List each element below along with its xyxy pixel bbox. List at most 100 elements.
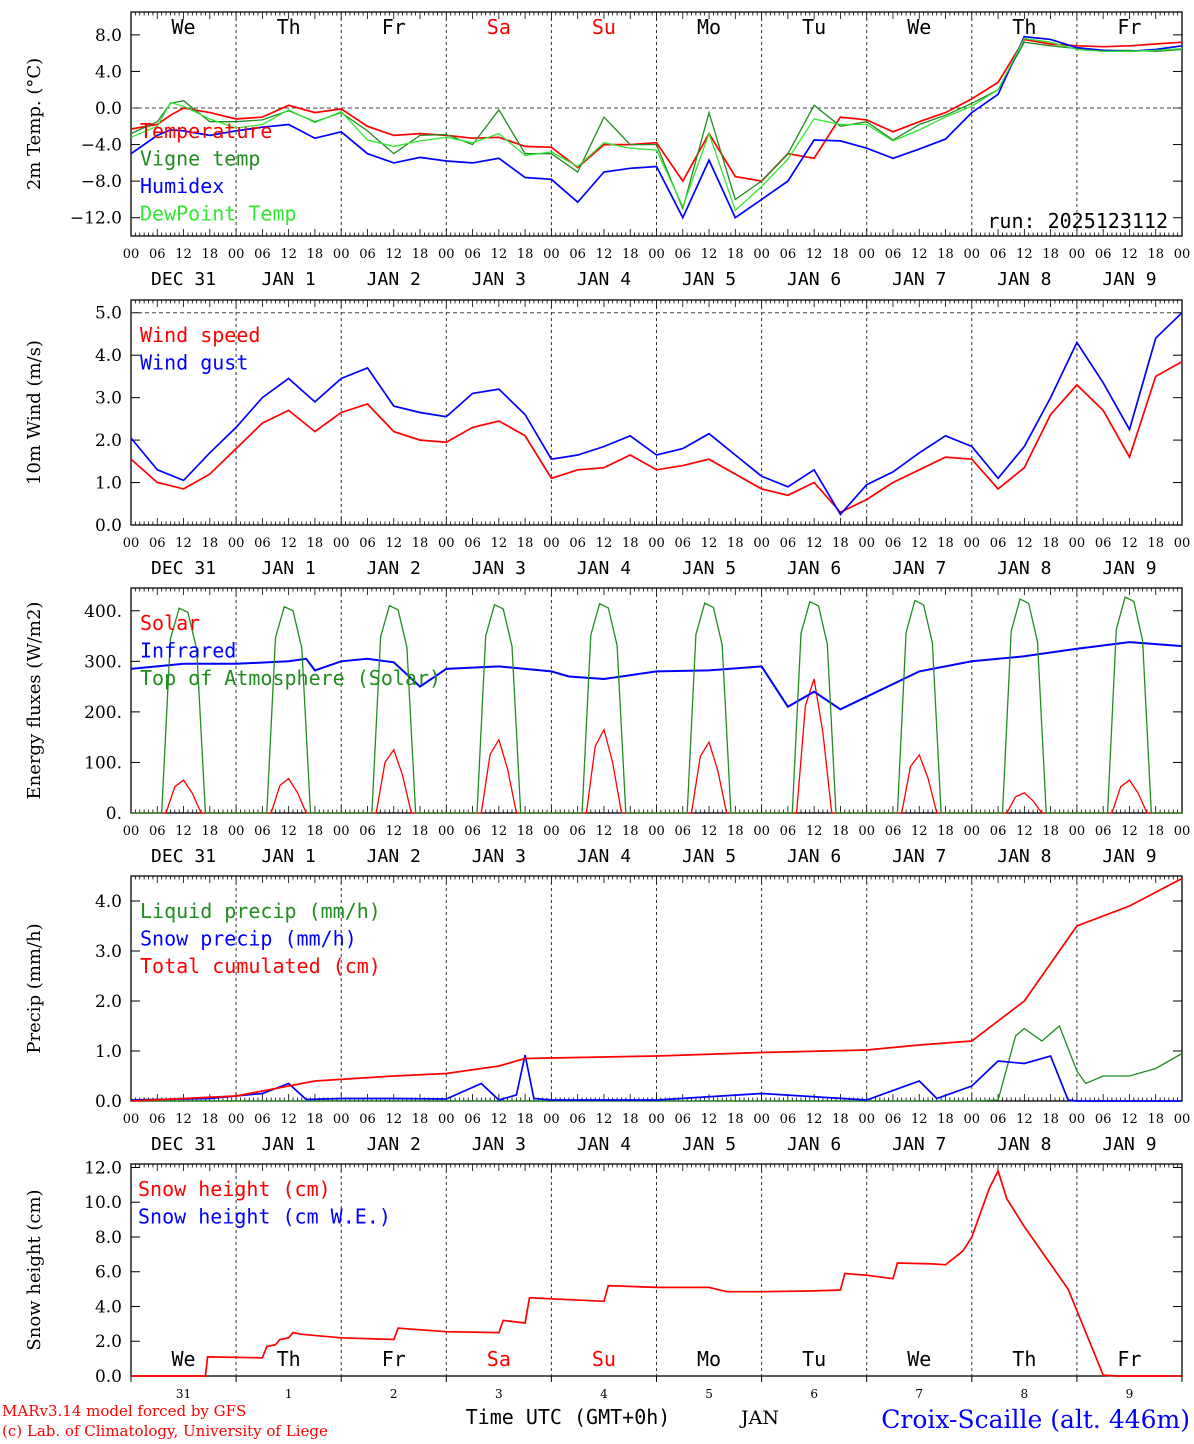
hour-label: 12 [175,1112,192,1127]
day-number: 5 [705,1387,713,1401]
hour-label: 12 [596,536,613,551]
hour-label: 06 [464,247,481,262]
hour-label: 00 [438,1112,455,1127]
hour-label: 00 [543,824,560,839]
hour-label: 18 [517,247,534,262]
hour-label: 00 [1069,247,1086,262]
date-label: JAN 6 [787,846,841,867]
hour-label: 18 [1042,536,1059,551]
y-tick-label: −4.0 [81,136,122,156]
hour-label: 12 [701,1112,718,1127]
hour-label: 06 [780,247,797,262]
hour-label: 18 [937,1112,954,1127]
hour-label: 12 [596,1112,613,1127]
hour-label: 18 [202,1112,219,1127]
footer-copyright: (c) Lab. of Climatology, University of L… [2,1422,328,1440]
series-wind-gust [130,312,1183,516]
weekday-bottom: Su [592,1347,616,1371]
footer-station: Croix-Scaille (alt. 446m) [881,1405,1190,1434]
hour-label: 06 [254,536,271,551]
hour-label: 06 [990,824,1007,839]
weekday-bottom: We [172,1347,196,1371]
hour-label: 18 [517,536,534,551]
y-tick-label: 3.0 [95,389,122,409]
y-axis-title: Precip (mm/h) [24,923,45,1053]
weekday-top: Sa [487,15,511,39]
day-number: 3 [495,1387,503,1401]
hour-label: 00 [543,247,560,262]
hour-label: 00 [333,536,350,551]
hour-label: 18 [937,247,954,262]
y-tick-label: 1.0 [95,1042,122,1062]
hour-label: 00 [438,536,455,551]
y-tick-label: 4.0 [95,62,122,82]
weekday-bottom: Sa [487,1347,511,1371]
hour-label: 18 [622,536,639,551]
y-tick-label: 4.0 [95,892,122,912]
hour-label: 00 [858,1112,875,1127]
y-tick-label: 5.0 [95,304,122,324]
hour-label: 06 [464,536,481,551]
hour-label: 06 [780,1112,797,1127]
weekday-bottom: Tu [802,1347,826,1371]
date-label: DEC 31 [151,846,216,867]
footer-model: MARv3.14 model forced by GFS [2,1402,246,1420]
hour-label: 00 [858,824,875,839]
date-label: JAN 9 [1102,558,1156,579]
hour-label: 18 [412,1112,429,1127]
hour-label: 06 [1095,536,1112,551]
hour-label: 00 [964,824,981,839]
hour-label: 06 [359,247,376,262]
hour-label: 12 [1121,1112,1138,1127]
hour-label: 18 [202,247,219,262]
y-tick-label: 100. [84,753,122,773]
hour-label: 00 [228,1112,245,1127]
hour-label: 06 [149,247,166,262]
hour-label: 12 [806,247,823,262]
hour-label: 06 [149,1112,166,1127]
hour-label: 12 [491,536,508,551]
hour-label: 12 [175,536,192,551]
hour-label: 06 [464,824,481,839]
day-number: 1 [285,1387,293,1401]
hour-label: 12 [385,247,402,262]
date-label: JAN 1 [262,269,316,290]
y-tick-label: 8.0 [95,1228,122,1248]
hour-label: 06 [254,824,271,839]
day-number: 31 [176,1387,191,1401]
hour-label: 18 [307,536,324,551]
hour-label: 18 [727,824,744,839]
hour-label: 18 [307,824,324,839]
hour-label: 00 [648,1112,665,1127]
date-label: DEC 31 [151,1134,216,1155]
hour-label: 12 [280,1112,297,1127]
hour-label: 12 [1121,824,1138,839]
hour-label: 06 [1095,247,1112,262]
hour-label: 00 [753,1112,770,1127]
legend-total-cumulated-cm-: Total cumulated (cm) [140,954,381,978]
hour-label: 00 [648,824,665,839]
legend-wind-speed: Wind speed [140,323,260,347]
date-label: JAN 3 [472,846,526,867]
hour-label: 00 [648,536,665,551]
weekday-bottom: Fr [382,1347,406,1371]
hour-label: 18 [412,536,429,551]
hour-label: 12 [175,824,192,839]
y-tick-label: 4.0 [95,346,122,366]
hour-label: 12 [911,824,928,839]
hour-label: 18 [727,247,744,262]
y-tick-label: 0.0 [95,1092,122,1112]
date-label: JAN 5 [682,558,736,579]
legend-solar: Solar [140,611,200,635]
hour-label: 00 [333,247,350,262]
hour-label: 18 [727,1112,744,1127]
y-axis-title: 2m Temp. (°C) [24,58,45,190]
date-label: JAN 8 [997,269,1051,290]
day-number: 6 [810,1387,818,1401]
hour-label: 12 [175,247,192,262]
hour-label: 12 [911,1112,928,1127]
hour-label: 18 [517,824,534,839]
legend-wind-gust: Wind gust [140,351,248,375]
hour-label: 18 [412,247,429,262]
hour-label: 12 [701,824,718,839]
